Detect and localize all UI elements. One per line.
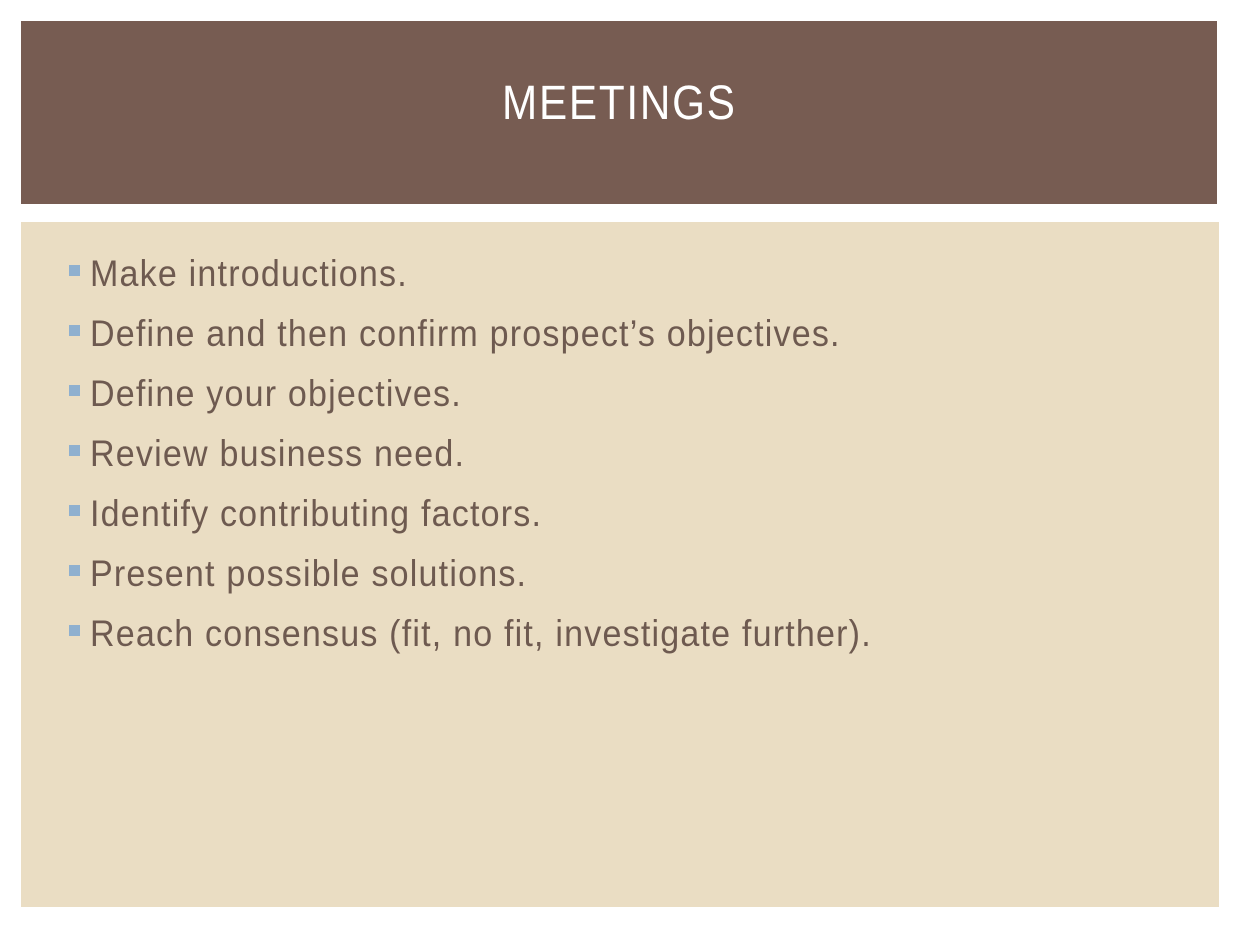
bullet-item: Present possible solutions. — [69, 544, 940, 604]
bullet-item: Review business need. — [69, 424, 940, 484]
bullet-text: Identify contributing factors. — [90, 493, 543, 534]
bullet-text: Reach consensus (fit, no fit, investigat… — [90, 613, 872, 654]
square-bullet-icon — [69, 264, 80, 276]
slide-title: MEETINGS — [501, 77, 737, 130]
bullet-list: Make introductions. Define and then conf… — [69, 244, 940, 664]
bullet-item: Define your objectives. — [69, 364, 940, 424]
bullet-text: Make introductions. — [90, 253, 408, 294]
square-bullet-icon — [69, 504, 80, 516]
slide-content-panel: Make introductions. Define and then conf… — [21, 222, 1219, 907]
square-bullet-icon — [69, 384, 80, 396]
slide-title-bar: MEETINGS — [21, 21, 1217, 204]
square-bullet-icon — [69, 444, 80, 456]
square-bullet-icon — [69, 324, 80, 336]
bullet-text: Review business need. — [90, 433, 466, 474]
square-bullet-icon — [69, 624, 80, 636]
bullet-item: Make introductions. — [69, 244, 940, 304]
bullet-item: Identify contributing factors. — [69, 484, 940, 544]
bullet-item: Define and then confirm prospect’s objec… — [69, 304, 940, 364]
bullet-text: Define and then confirm prospect’s objec… — [90, 313, 841, 354]
bullet-text: Present possible solutions. — [90, 553, 528, 594]
bullet-item: Reach consensus (fit, no fit, investigat… — [69, 604, 940, 664]
bullet-text: Define your objectives. — [90, 373, 462, 414]
square-bullet-icon — [69, 564, 80, 576]
